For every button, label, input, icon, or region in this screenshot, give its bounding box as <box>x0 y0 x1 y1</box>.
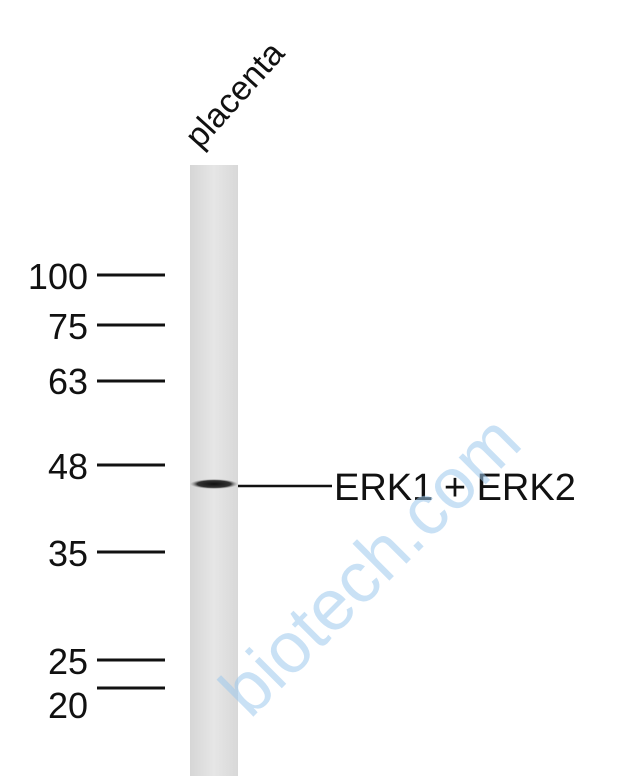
lane-label: placenta <box>178 34 292 155</box>
marker-label: 25 <box>48 641 88 682</box>
marker-label: 75 <box>48 306 88 347</box>
marker-label: 63 <box>48 361 88 402</box>
marker-label: 20 <box>48 685 88 726</box>
marker-label: 100 <box>28 256 88 297</box>
blot-figure: placenta 100 75 63 48 35 25 20 ERK1 + ER… <box>0 0 636 776</box>
marker-label: 35 <box>48 533 88 574</box>
band <box>190 479 238 489</box>
watermark: biotech.com <box>205 400 536 731</box>
marker-label: 48 <box>48 446 88 487</box>
